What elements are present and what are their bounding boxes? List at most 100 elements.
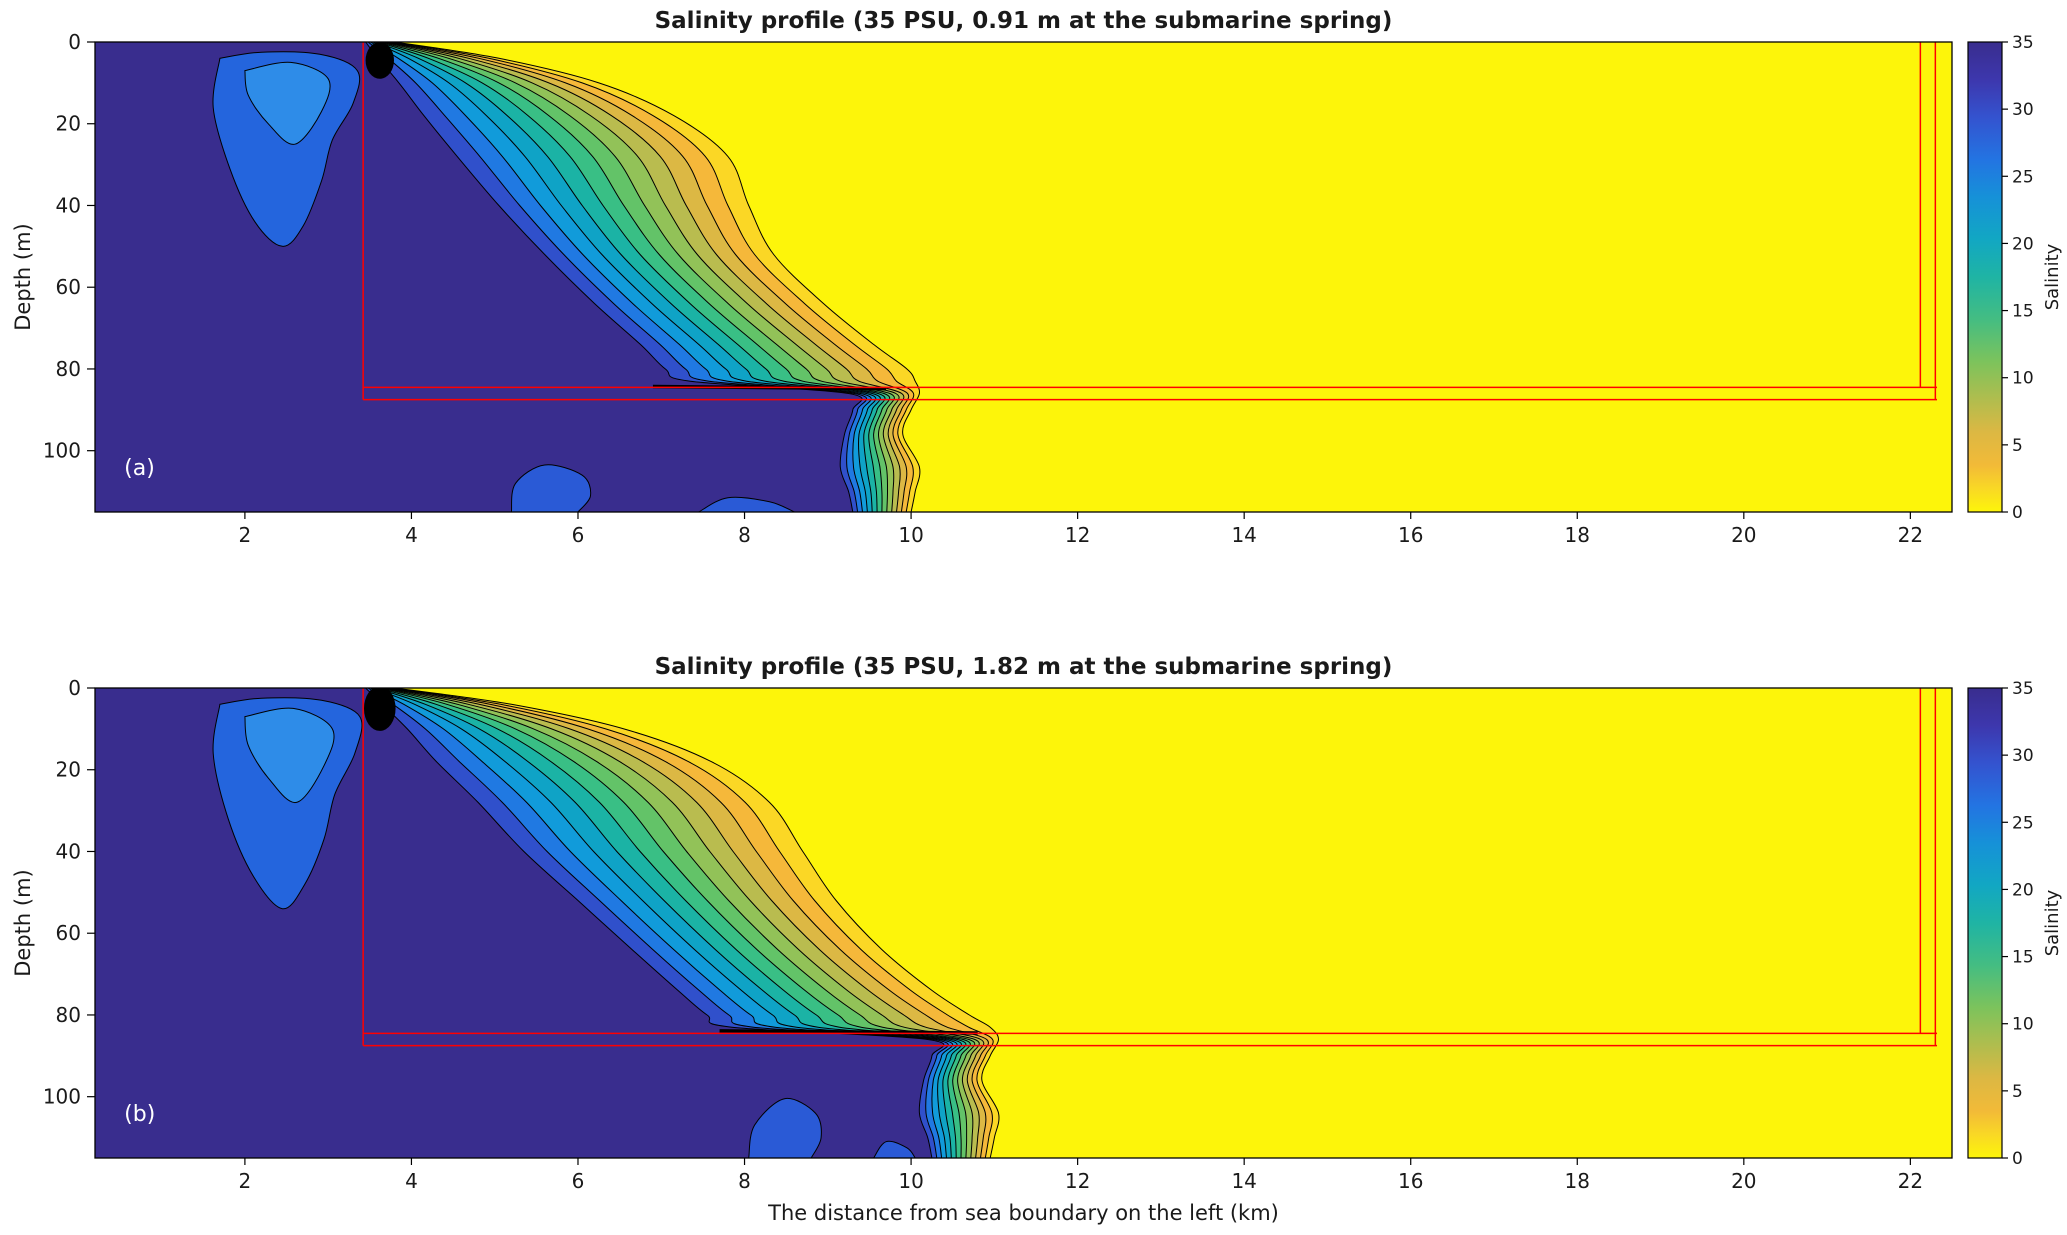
axes-box [94,687,1953,1159]
colorbar [1967,687,2003,1159]
isohaline-contour-line [384,42,900,512]
y-tick-label: 0 [68,676,81,700]
colorbar-tick-label: 15 [2012,948,2034,968]
isohaline-contour-line [375,688,962,1158]
colorbar-tick-label: 15 [2012,302,2034,322]
aquifer-outline-red [362,688,1938,1047]
isohaline-contour-line [370,688,954,1158]
isohaline-contour-line [377,688,967,1158]
y-axis-label: Depth (m) [11,223,35,330]
isohaline-contour-line [372,688,958,1158]
x-tick-label: 10 [898,523,923,547]
isohaline-contour-line [380,42,891,512]
x-tick-label: 22 [1898,1169,1923,1193]
x-tick-label: 12 [1065,1169,1090,1193]
isohaline-contour-line [392,42,915,512]
panel-letter: (b) [124,1102,155,1127]
isohaline-contour-line [394,688,1000,1158]
x-tick-label: 2 [239,523,252,547]
deep-freshwater-blob [698,496,795,512]
x-tick-label: 22 [1898,523,1923,547]
panel-title: Salinity profile (35 PSU, 0.91 m at the … [655,8,1393,34]
y-tick-label: 80 [56,1003,81,1027]
y-tick-label: 20 [56,758,81,782]
colorbar-tick-label: 35 [2012,679,2034,699]
x-tick-label: 8 [738,523,751,547]
isohaline-contour-line [365,42,863,512]
isohaline-contour-line [387,42,905,512]
isohaline-contour-line [377,42,886,512]
x-tick-label: 6 [572,1169,585,1193]
x-tick-label: 4 [405,1169,418,1193]
colorbar-tick-label: 30 [2012,100,2034,120]
isohaline-contour-line [387,688,985,1158]
isohaline-contour-line [385,688,980,1158]
colorbar-tick-label: 10 [2012,369,2034,389]
aquifer-outline-red [362,42,1938,401]
y-tick-label: 0 [68,30,81,54]
y-tick-label: 40 [56,839,81,863]
x-tick-label: 20 [1731,523,1756,547]
isohaline-contour-line [365,688,945,1158]
isohaline-contour-line [367,688,949,1158]
x-tick-label: 8 [738,1169,751,1193]
x-tick-label: 12 [1065,523,1090,547]
isohaline-contour-line [372,42,877,512]
colorbar-tick-label: 0 [2012,1149,2023,1169]
colorbar [1967,41,2003,513]
y-tick-label: 80 [56,357,81,381]
isohaline-contour-line [382,688,976,1158]
isohaline-contour-line [394,42,921,512]
isohaline-contour-line [392,688,994,1158]
deep-freshwater-blob [872,1140,916,1158]
y-tick-label: 60 [56,921,81,945]
x-tick-label: 18 [1565,1169,1590,1193]
submarine-spring-smudge [365,42,394,79]
x-tick-label: 10 [898,1169,923,1193]
submarine-spring-smudge [364,688,396,731]
x-tick-label: 16 [1398,523,1423,547]
isohaline-contour-line [389,688,989,1158]
deep-freshwater-blob [510,464,592,512]
x-tick-label: 2 [239,1169,252,1193]
y-axis-label: Depth (m) [11,869,35,976]
isohaline-contour-line [367,42,868,512]
colorbar-tick-label: 30 [2012,746,2034,766]
colorbar-tick-label: 5 [2012,436,2023,456]
colorbar-tick-label: 25 [2012,167,2034,187]
colorbar-label: Salinity [2042,243,2063,310]
colorbar-tick-label: 20 [2012,880,2034,900]
x-tick-label: 20 [1731,1169,1756,1193]
x-tick-label: 16 [1398,1169,1423,1193]
y-tick-label: 40 [56,193,81,217]
y-tick-label: 20 [56,112,81,136]
x-tick-label: 14 [1231,523,1256,547]
isohaline-contour-line [382,42,895,512]
colorbar-tick-label: 35 [2012,33,2034,53]
x-tick-label: 6 [572,523,585,547]
panel-title: Salinity profile (35 PSU, 1.82 m at the … [655,654,1393,680]
axes-box [94,41,1953,513]
colorbar-tick-label: 0 [2012,503,2023,523]
isohaline-contour-line [389,42,910,512]
y-tick-label: 100 [43,439,81,463]
colorbar-label: Salinity [2042,889,2063,956]
y-tick-label: 60 [56,275,81,299]
colorbar-tick-label: 25 [2012,813,2034,833]
surface-low-salinity-pool-inner [244,707,335,803]
contour-plot-area [95,688,1952,1158]
x-tick-label: 18 [1565,523,1590,547]
x-axis-label: The distance from sea boundary on the le… [767,1201,1279,1225]
x-tick-label: 14 [1231,1169,1256,1193]
contour-plot-area [95,42,1952,512]
panel-letter: (a) [124,456,155,481]
isohaline-contour-line [375,42,881,512]
deep-freshwater-blob [748,1097,822,1158]
isohaline-contour-line [370,42,872,512]
isohaline-contour-line [380,688,971,1158]
y-tick-label: 100 [43,1085,81,1109]
colorbar-tick-label: 5 [2012,1082,2023,1102]
colorbar-tick-label: 10 [2012,1015,2034,1035]
